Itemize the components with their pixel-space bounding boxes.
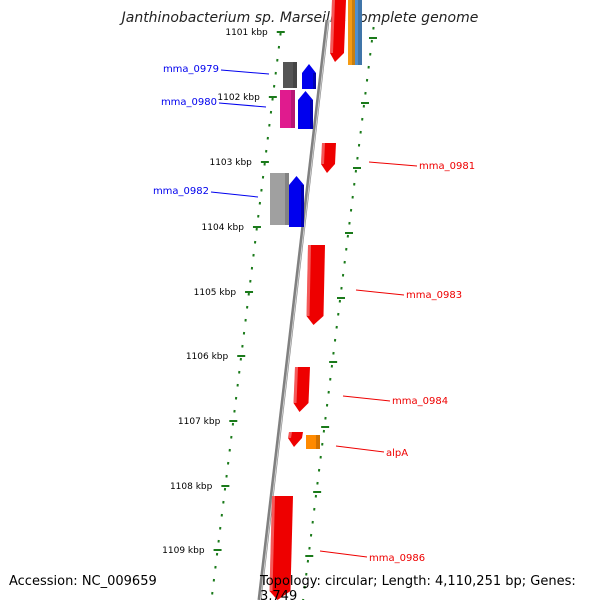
kbp-label: 1104 kbp xyxy=(202,223,245,233)
gene-label-leader xyxy=(319,550,368,558)
gene-box-grey-0979 xyxy=(283,62,297,88)
gene-label-leader xyxy=(220,69,270,75)
gene-arrow-alpa-red-highlight xyxy=(288,432,292,438)
genome-backbone-line xyxy=(257,19,330,600)
gene-arrow-mma_0984 xyxy=(293,367,310,412)
gene-arrow-mma_0980 xyxy=(298,91,313,129)
gene-arrow-mma_0982 xyxy=(289,176,304,227)
kbp-label: 1101 kbp xyxy=(225,28,268,38)
gene-label-leader xyxy=(218,102,267,108)
gene-label-mma_0980[interactable]: mma_0980 xyxy=(161,97,217,108)
topology-text: Topology: circular; Length: 4,110,251 bp… xyxy=(260,574,576,600)
gene-box-alpa-orange xyxy=(306,435,320,449)
gene-label-leader xyxy=(368,161,418,167)
gene-label-leader xyxy=(342,395,391,402)
gene-box-alpa-orange-shade xyxy=(316,435,320,449)
gene-box-grey-0979-shade xyxy=(293,62,297,88)
gene-arrow-mma_0983 xyxy=(306,245,325,325)
gene-label-mma_0984[interactable]: mma_0984 xyxy=(392,396,448,407)
kbp-label: 1107 kbp xyxy=(178,417,221,427)
gene-arrow-mma_0986-highlight xyxy=(269,496,275,591)
gene-arrow-mma_0981-highlight xyxy=(321,143,325,164)
gene-box-grey-0982 xyxy=(270,173,289,225)
kbp-label: 1106 kbp xyxy=(186,352,229,362)
kbp-label: 1102 kbp xyxy=(217,93,260,103)
gene-arrow-mma_0981 xyxy=(321,143,336,173)
accession-text: Accession: NC_009659 xyxy=(9,574,157,589)
gene-label-leader xyxy=(335,445,385,453)
gene-label-mma_0981[interactable]: mma_0981 xyxy=(419,161,475,172)
gene-label-leader xyxy=(355,289,405,296)
gene-box-pink-0980 xyxy=(280,90,295,128)
gene-arrow-top-red xyxy=(330,0,346,62)
kbp-label: 1103 kbp xyxy=(209,158,252,168)
gene-arrow-mma_0979 xyxy=(302,64,316,89)
kbp-label: 1109 kbp xyxy=(162,546,205,556)
gene-box-top-blue xyxy=(355,0,362,65)
gene-label-alpA[interactable]: alpA xyxy=(386,448,408,459)
gene-label-mma_0983[interactable]: mma_0983 xyxy=(406,290,462,301)
gene-label-leader xyxy=(210,191,259,198)
gene-arrow-alpa-red xyxy=(288,432,303,447)
gene-arrow-mma_0984-highlight xyxy=(293,367,298,403)
gene-arrow-mma_0986 xyxy=(269,496,293,600)
gene-box-top-orange-shade xyxy=(352,0,356,65)
gene-label-mma_0986[interactable]: mma_0986 xyxy=(369,553,425,564)
gene-box-top-orange xyxy=(348,0,356,65)
gene-arrow-mma_0982-shade xyxy=(301,185,304,227)
gene-label-mma_0982[interactable]: mma_0982 xyxy=(153,186,209,197)
kbp-label: 1105 kbp xyxy=(194,288,237,298)
gene-arrow-top-red-highlight xyxy=(330,0,335,53)
gene-box-top-blue-shade xyxy=(358,0,362,65)
gene-arrow-mma_0980-shade xyxy=(310,100,313,129)
genome-title: Janthinobacterium sp. Marseille, complet… xyxy=(121,10,479,26)
kbp-label: 1108 kbp xyxy=(170,482,213,492)
gene-arrow-mma_0979-shade xyxy=(313,73,316,89)
gene-box-grey-0982-shade xyxy=(285,173,289,225)
gene-box-pink-0980-shade xyxy=(291,90,295,128)
gene-arrow-mma_0983-highlight xyxy=(306,245,311,316)
gene-label-mma_0979[interactable]: mma_0979 xyxy=(163,64,219,75)
